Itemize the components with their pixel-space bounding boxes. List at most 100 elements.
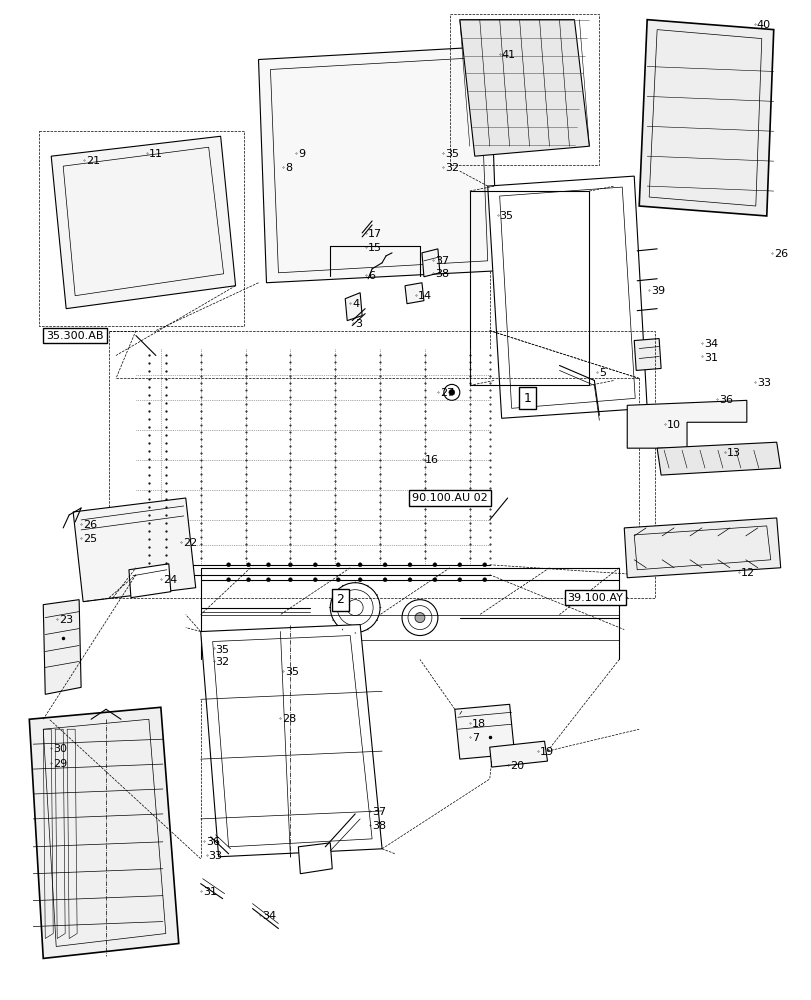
Text: 90.100.AU 02: 90.100.AU 02: [411, 493, 487, 503]
Circle shape: [226, 563, 230, 567]
Circle shape: [414, 613, 424, 623]
Circle shape: [307, 174, 312, 179]
Circle shape: [336, 578, 340, 582]
Circle shape: [358, 578, 362, 582]
Polygon shape: [298, 843, 332, 874]
Circle shape: [247, 578, 251, 582]
Text: 35: 35: [444, 149, 458, 159]
Circle shape: [247, 563, 251, 567]
Text: 29: 29: [54, 759, 67, 769]
Circle shape: [337, 590, 372, 626]
Circle shape: [266, 563, 270, 567]
Text: 3: 3: [354, 319, 362, 329]
Text: 17: 17: [367, 229, 382, 239]
Circle shape: [226, 578, 230, 582]
Circle shape: [457, 578, 461, 582]
Polygon shape: [422, 249, 440, 277]
Circle shape: [704, 119, 728, 143]
Text: 39.100.AY: 39.100.AY: [567, 593, 623, 603]
Circle shape: [288, 578, 292, 582]
Text: 11: 11: [148, 149, 163, 159]
Circle shape: [353, 107, 397, 151]
Polygon shape: [454, 704, 514, 759]
Text: 14: 14: [418, 291, 431, 301]
Circle shape: [444, 384, 459, 400]
Polygon shape: [43, 600, 81, 694]
Circle shape: [407, 578, 411, 582]
Text: 2: 2: [336, 593, 344, 606]
Text: 8: 8: [285, 163, 292, 173]
Circle shape: [457, 563, 461, 567]
Circle shape: [448, 389, 454, 395]
Polygon shape: [405, 283, 423, 304]
Circle shape: [336, 563, 340, 567]
Polygon shape: [624, 518, 779, 578]
Bar: [39, 131, 243, 326]
Text: 38: 38: [435, 269, 448, 279]
Text: 26: 26: [773, 249, 787, 259]
Circle shape: [174, 209, 178, 213]
Text: 40: 40: [756, 20, 770, 30]
Polygon shape: [258, 47, 497, 283]
Circle shape: [407, 606, 431, 630]
Polygon shape: [626, 400, 746, 448]
Circle shape: [174, 234, 178, 238]
Circle shape: [417, 189, 422, 194]
Text: 27: 27: [440, 388, 453, 398]
Polygon shape: [73, 498, 195, 602]
Circle shape: [383, 563, 387, 567]
Circle shape: [407, 563, 411, 567]
Polygon shape: [345, 293, 362, 321]
Text: 35: 35: [499, 211, 513, 221]
Circle shape: [307, 199, 312, 204]
Circle shape: [337, 199, 342, 204]
Text: 7: 7: [471, 733, 478, 743]
Circle shape: [188, 234, 192, 238]
Circle shape: [483, 578, 486, 582]
Text: 34: 34: [262, 911, 277, 921]
Text: 12: 12: [740, 568, 754, 578]
Circle shape: [483, 563, 486, 567]
Circle shape: [219, 644, 231, 655]
Circle shape: [347, 600, 363, 616]
Text: 36: 36: [205, 837, 220, 847]
Circle shape: [337, 174, 342, 179]
Polygon shape: [129, 564, 170, 598]
Circle shape: [330, 583, 380, 633]
Text: 28: 28: [282, 714, 296, 724]
Circle shape: [383, 578, 387, 582]
Text: 30: 30: [54, 744, 67, 754]
Polygon shape: [489, 741, 547, 767]
Text: 10: 10: [667, 420, 680, 430]
Text: 33: 33: [208, 851, 222, 861]
Text: 18: 18: [471, 719, 485, 729]
Circle shape: [288, 563, 292, 567]
Text: 36: 36: [718, 395, 732, 405]
Polygon shape: [656, 442, 779, 475]
Text: 6: 6: [367, 271, 375, 281]
Circle shape: [401, 600, 437, 636]
Text: 23: 23: [59, 615, 73, 625]
Text: 31: 31: [703, 353, 717, 363]
Text: 39: 39: [650, 286, 664, 296]
Text: 13: 13: [726, 448, 740, 458]
Text: 33: 33: [756, 378, 770, 388]
Circle shape: [219, 833, 231, 845]
Circle shape: [188, 209, 192, 213]
Text: 24: 24: [163, 575, 177, 585]
Text: 35.300.AB: 35.300.AB: [46, 331, 104, 341]
Bar: [449, 14, 599, 165]
Text: 37: 37: [435, 256, 448, 266]
Bar: [470, 191, 589, 385]
Circle shape: [121, 206, 151, 236]
Polygon shape: [29, 707, 178, 958]
Polygon shape: [51, 136, 235, 309]
Polygon shape: [270, 58, 487, 273]
Polygon shape: [459, 20, 589, 156]
Text: 22: 22: [182, 538, 197, 548]
Circle shape: [711, 126, 721, 136]
Text: 15: 15: [367, 243, 382, 253]
Circle shape: [266, 578, 270, 582]
Text: 35: 35: [285, 667, 299, 677]
Text: 20: 20: [509, 761, 523, 771]
